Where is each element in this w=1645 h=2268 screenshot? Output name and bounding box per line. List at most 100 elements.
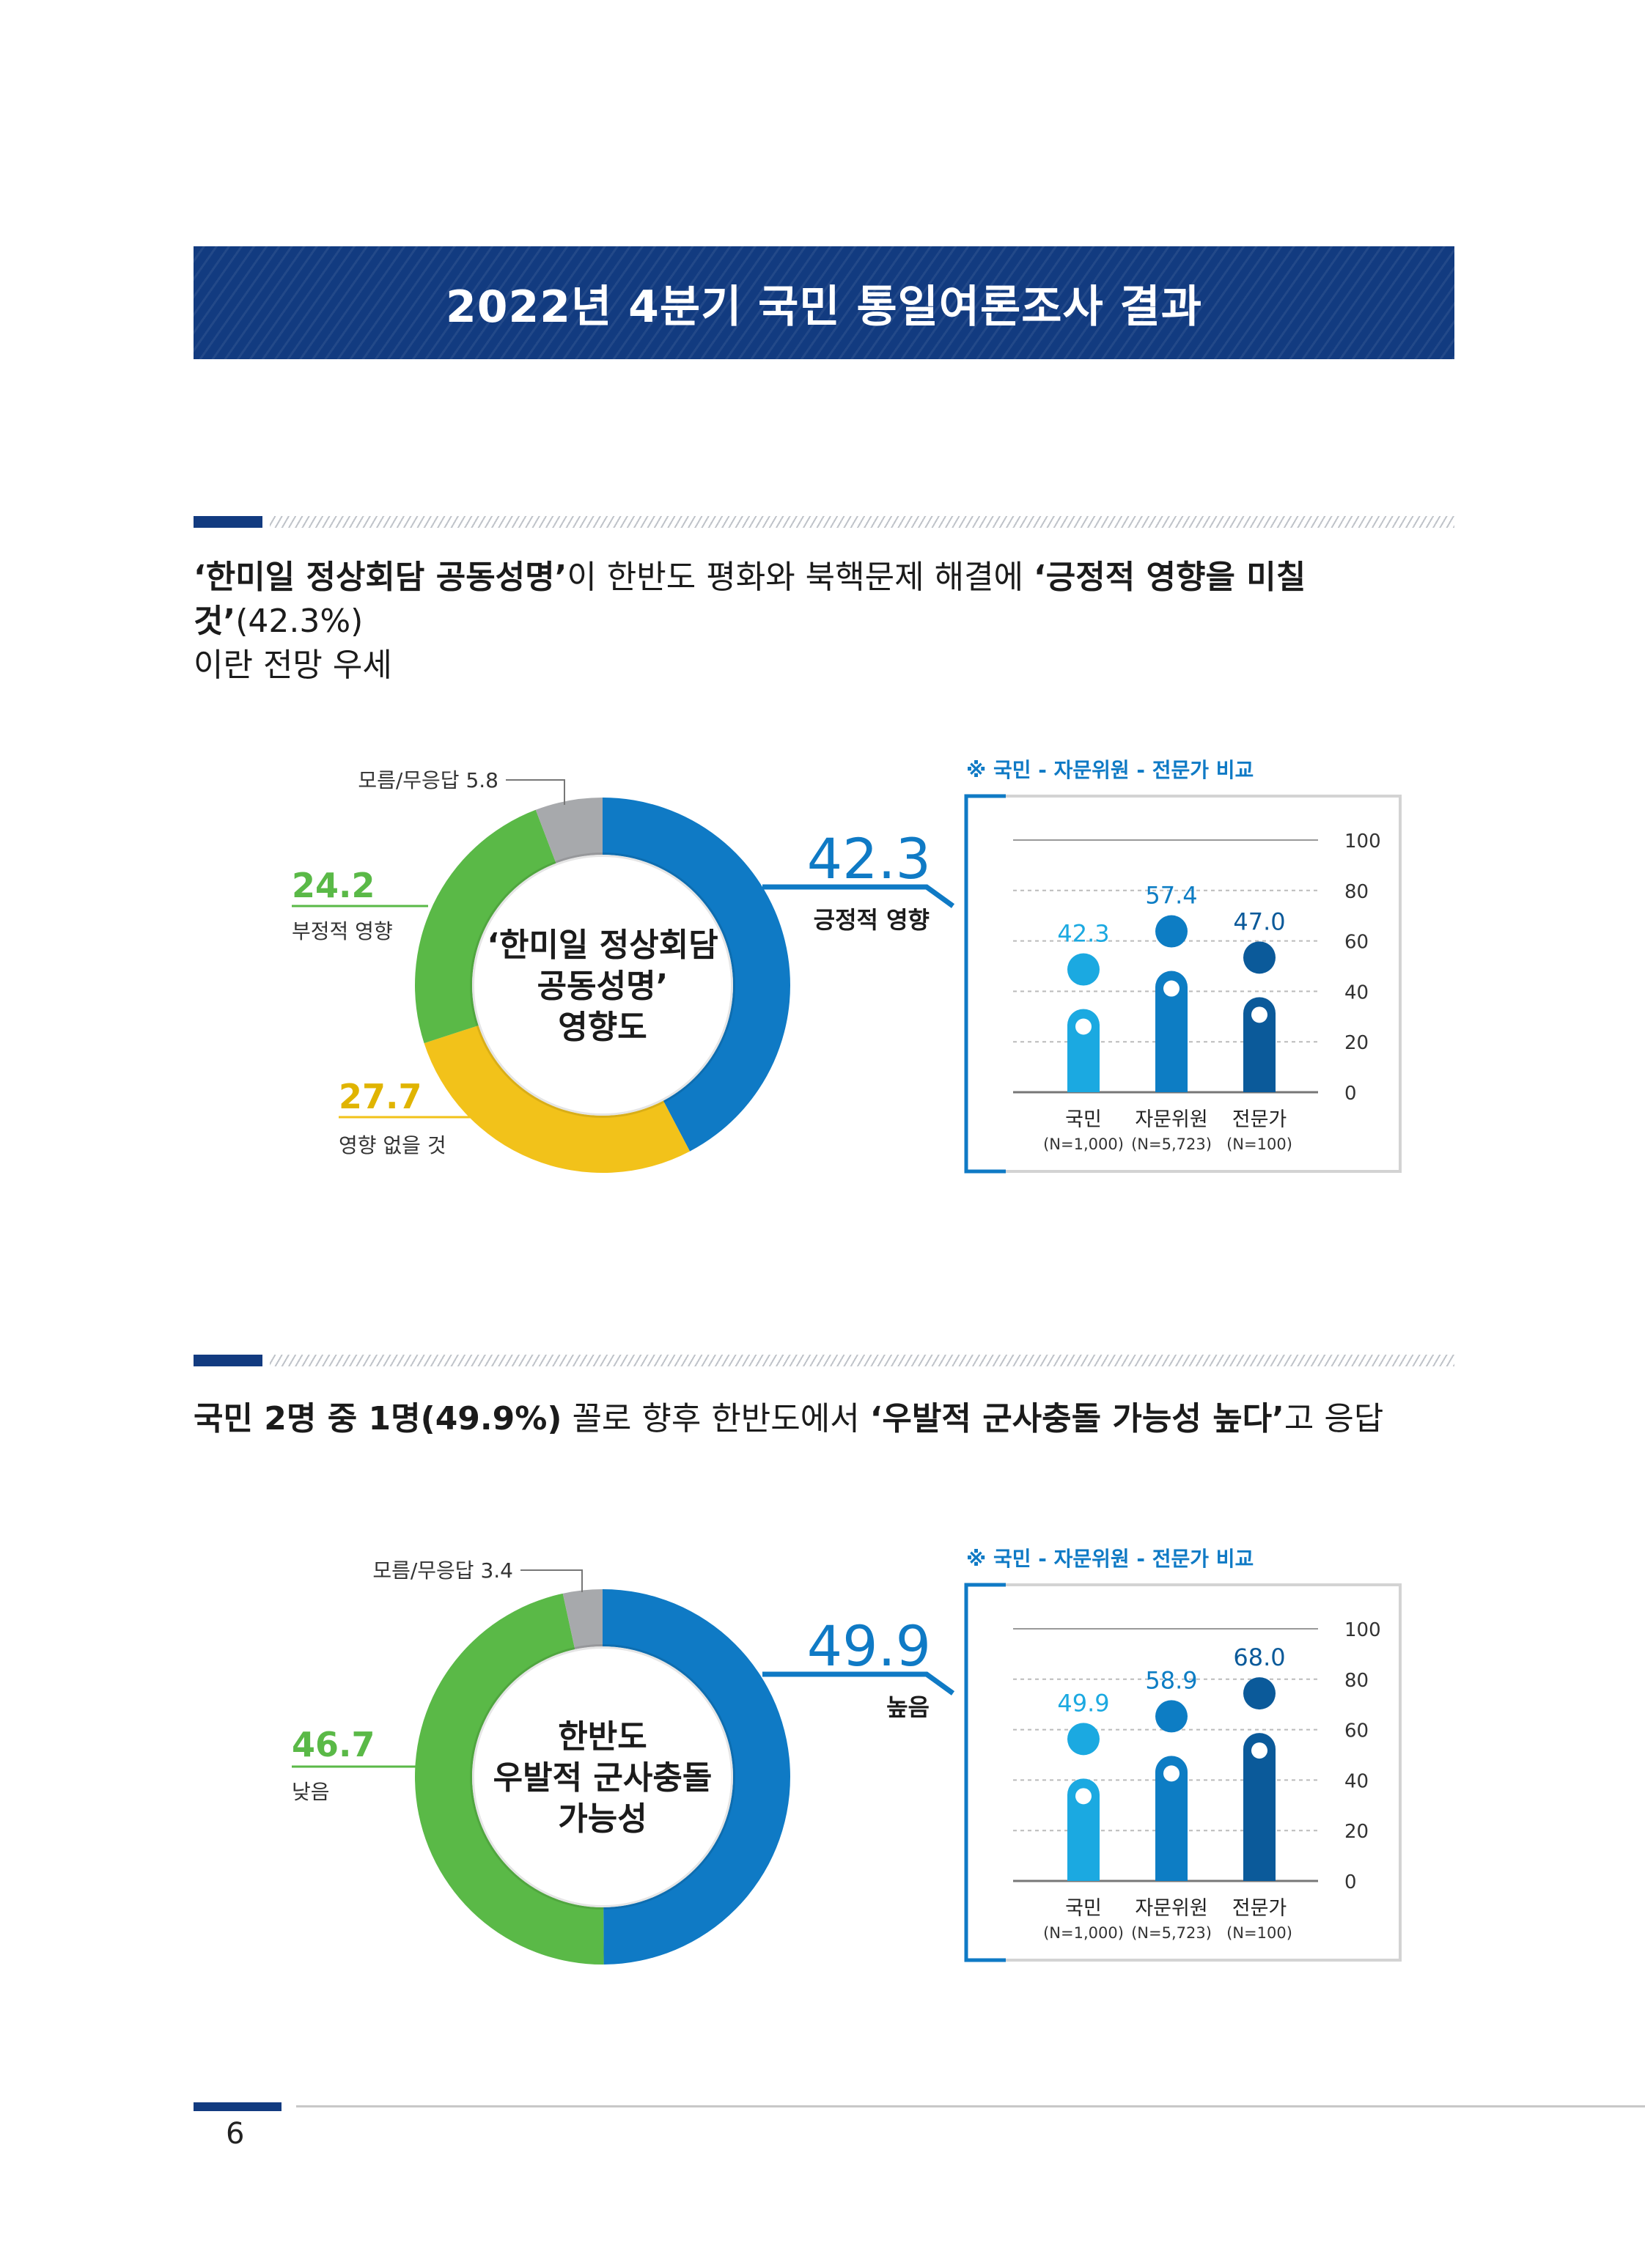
pie1-highlight-label: 긍정적 영향 xyxy=(814,906,930,934)
pie2-unknown-label: 모름/무응답 3.4 xyxy=(372,1558,513,1583)
section-divider-solid xyxy=(194,1355,262,1366)
bars1-category-label-2: 전문가 xyxy=(1232,1108,1287,1131)
pie1-center-label: ‘한미일 정상회담 xyxy=(487,927,718,964)
headline2-part1: 국민 2명 중 1명(49.9%) xyxy=(194,1400,562,1437)
bars1-y-tick-label: 20 xyxy=(1344,1032,1369,1054)
pie1-negative-label: 부정적 영향 xyxy=(292,919,393,943)
bars2-bar-2 xyxy=(1243,1733,1276,1881)
pie1-slice-0 xyxy=(603,798,791,1152)
bars1-bar-base-0 xyxy=(1067,1075,1100,1092)
bars1-value-label-1: 57.4 xyxy=(1145,882,1197,910)
section-divider-hatch xyxy=(270,516,1454,528)
pie2-highlight-value: 49.9 xyxy=(807,1613,931,1679)
page-number: 6 xyxy=(226,2117,245,2151)
pie1-slice-2 xyxy=(415,809,556,1044)
bars1-y-tick-label: 100 xyxy=(1344,831,1381,853)
section-divider xyxy=(194,516,1454,528)
bars1-bar-base-2 xyxy=(1243,1075,1276,1092)
bars2-bar-dot-1 xyxy=(1155,1700,1188,1733)
headline1-part1: ‘한미일 정상회담 공동성명’ xyxy=(194,559,567,596)
bars2-bar-base-1 xyxy=(1155,1863,1188,1881)
pie2-slice-2 xyxy=(562,1589,603,1650)
pie1-center xyxy=(470,853,735,1118)
bars2-bar-base-0 xyxy=(1067,1863,1100,1881)
bars2-y-tick-label: 80 xyxy=(1344,1670,1369,1692)
bars2-y-tick-label: 0 xyxy=(1344,1871,1357,1893)
bars2-bar-1 xyxy=(1155,1756,1188,1881)
pie1-highlight-value: 42.3 xyxy=(807,826,931,891)
bars1-y-tick-label: 80 xyxy=(1344,881,1369,903)
bars1-bar-dot-1 xyxy=(1155,915,1188,948)
bars1-category-label-0: 국민 xyxy=(1065,1108,1102,1131)
footer-bar xyxy=(194,2102,281,2111)
bars2-bar-knob-0 xyxy=(1075,1788,1092,1805)
pie2-center-label: 가능성 xyxy=(558,1800,647,1838)
pie1-unknown-leader xyxy=(506,779,565,805)
bars1-bar-knob-1 xyxy=(1163,980,1180,997)
section-divider xyxy=(194,1355,1454,1366)
bars2-y-tick-label: 100 xyxy=(1344,1619,1381,1641)
pie2-highlight-label: 높음 xyxy=(886,1693,930,1721)
bars2-category-label-0: 국민 xyxy=(1065,1897,1102,1920)
bars1-bar-knob-2 xyxy=(1251,1006,1267,1023)
bars1-y-tick-label: 40 xyxy=(1344,982,1369,1004)
section1-headline: ‘한미일 정상회담 공동성명’이 한반도 평화와 북핵문제 해결에 ‘긍정적 영… xyxy=(194,556,1462,688)
bars1-panel-bracket xyxy=(964,794,1006,1174)
pie2-slice-0 xyxy=(603,1589,790,1965)
bars2-bar-knob-2 xyxy=(1251,1742,1267,1759)
bars1-bar-base-1 xyxy=(1155,1075,1188,1092)
pie1-unknown-label: 모름/무응답 5.8 xyxy=(358,768,498,792)
section-divider-solid xyxy=(194,516,262,528)
pie1-center-label: 공동성명’ xyxy=(537,968,669,1005)
pie1-neutral-value: 27.7 xyxy=(339,1077,422,1116)
title-banner: 2022년 4분기 국민 통일여론조사 결과 xyxy=(194,246,1454,359)
section2-headline: 국민 2명 중 1명(49.9%) 꼴로 향후 한반도에서 ‘우발적 군사충돌 … xyxy=(194,1397,1462,1441)
headline2-part4: 고 응답 xyxy=(1284,1400,1384,1437)
bars2-y-tick-label: 60 xyxy=(1344,1720,1369,1742)
bars2-bar-0 xyxy=(1067,1778,1100,1881)
bars1-category-sublabel-1: (N=5,723) xyxy=(1131,1135,1212,1153)
pie1-highlight-arrow xyxy=(762,884,955,908)
bars1-y-tick-label: 60 xyxy=(1344,932,1369,954)
bars1-bar-2 xyxy=(1243,997,1276,1092)
bars2-category-sublabel-0: (N=1,000) xyxy=(1043,1924,1124,1942)
pie2-unknown-leader xyxy=(520,1569,583,1592)
bars1-bar-dot-2 xyxy=(1243,941,1276,974)
headline1-part2: 이 한반도 평화와 북핵문제 해결에 xyxy=(567,559,1034,596)
bars2-category-label-2: 전문가 xyxy=(1232,1897,1287,1920)
bars2-panel-title: ※ 국민 - 자문위원 - 전문가 비교 xyxy=(966,1547,1254,1571)
bars2-panel-bracket xyxy=(964,1583,1006,1962)
banner-title: 2022년 4분기 국민 통일여론조사 결과 xyxy=(446,281,1202,333)
bars2-category-label-1: 자문위원 xyxy=(1135,1897,1207,1920)
pie2-slice-1 xyxy=(415,1593,604,1965)
bars1-value-label-0: 42.3 xyxy=(1057,919,1109,947)
pie2-center-label: 우발적 군사충돌 xyxy=(493,1759,713,1797)
bars2-category-sublabel-2: (N=100) xyxy=(1226,1924,1292,1942)
bars1-bar-1 xyxy=(1155,971,1188,1092)
headline2-part3: ‘우발적 군사충돌 가능성 높다’ xyxy=(869,1400,1284,1437)
bars1-value-label-2: 47.0 xyxy=(1233,907,1285,935)
pie1-negative-value: 24.2 xyxy=(292,866,375,905)
bars2-bar-knob-1 xyxy=(1163,1765,1180,1782)
bars1-category-sublabel-2: (N=100) xyxy=(1226,1135,1292,1153)
bars1-category-sublabel-0: (N=1,000) xyxy=(1043,1135,1124,1153)
pie1-center-label: 영향도 xyxy=(558,1009,647,1046)
bars2-value-label-1: 58.9 xyxy=(1145,1666,1197,1694)
pie2-highlight-arrow xyxy=(762,1671,955,1696)
bars2-value-label-0: 49.9 xyxy=(1057,1689,1109,1717)
pie2-center xyxy=(470,1644,735,1910)
headline1-part3: ‘긍정적 영향을 미칠 것’ xyxy=(194,559,1306,640)
pie2-low-label: 낮음 xyxy=(292,1780,330,1804)
bars2-bar-dot-2 xyxy=(1243,1677,1276,1710)
bars2-bar-dot-0 xyxy=(1067,1723,1100,1756)
pie2-center-label: 한반도 xyxy=(558,1718,647,1756)
bars2-y-tick-label: 20 xyxy=(1344,1821,1369,1843)
bars1-y-tick-label: 0 xyxy=(1344,1083,1357,1105)
pie1-neutral-label: 영향 없을 것 xyxy=(339,1133,446,1157)
bars2-y-tick-label: 40 xyxy=(1344,1770,1369,1792)
headline2-part2: 꼴로 향후 한반도에서 xyxy=(562,1400,870,1437)
pie1-slice-1 xyxy=(424,1026,691,1173)
bars2-value-label-2: 68.0 xyxy=(1233,1643,1285,1671)
pie2-low-value: 46.7 xyxy=(292,1725,375,1764)
